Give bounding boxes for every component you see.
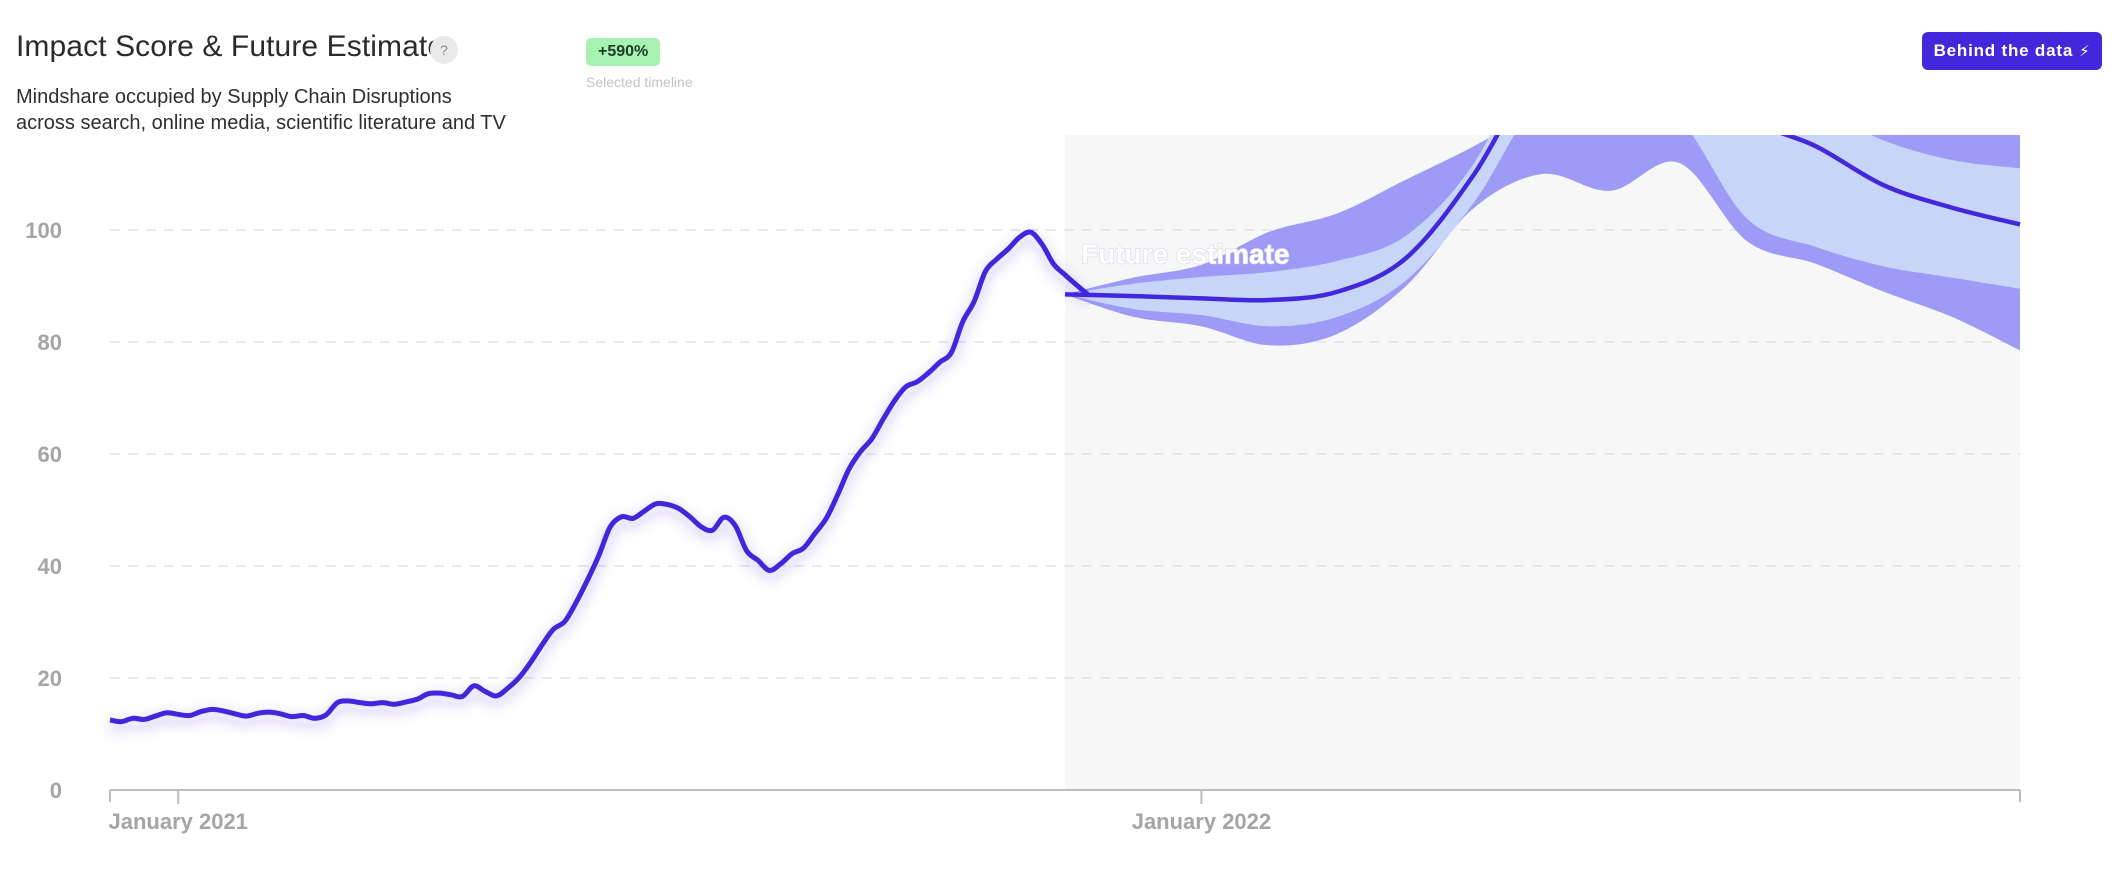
y-tick-label: 80 [38, 330, 62, 355]
y-axis: 0 20 40 60 80 100 [25, 218, 62, 803]
behind-the-data-button[interactable]: Behind the data ⚡︎ [1922, 32, 2102, 70]
grid-lines [110, 229, 2020, 679]
y-tick-label: 100 [25, 218, 62, 243]
y-tick-label: 60 [38, 442, 62, 467]
subtitle-line-2: across search, online media, scientific … [16, 112, 506, 134]
change-badge: +590% [586, 38, 661, 66]
chart-title: Impact Score & Future Estimate [16, 30, 445, 63]
behind-the-data-label: Behind the data [1933, 41, 2074, 60]
y-tick-label: 0 [50, 778, 62, 803]
y-tick-label: 40 [38, 554, 62, 579]
history-line [109, 229, 1090, 725]
series-lines [109, 135, 2021, 725]
x-tick-label: January 2021 [108, 809, 247, 834]
lightning-icon: ⚡︎ [2079, 43, 2091, 60]
help-icon[interactable]: ? [430, 36, 458, 64]
badge-caption: Selected timeline [586, 74, 693, 90]
x-tick-label: January 2022 [1132, 809, 1271, 834]
future-estimate-label: Future estimate [1081, 239, 1290, 270]
x-axis: January 2021 January 2022 [108, 789, 2021, 834]
forecast-median-line [1064, 135, 2021, 303]
subtitle-line-1: Mindshare occupied by Supply Chain Disru… [16, 86, 452, 108]
chart-subtitle: Mindshare occupied by Supply Chain Disru… [16, 84, 536, 136]
y-tick-label: 20 [38, 666, 62, 691]
forecast-inner-band [1065, 135, 2020, 327]
